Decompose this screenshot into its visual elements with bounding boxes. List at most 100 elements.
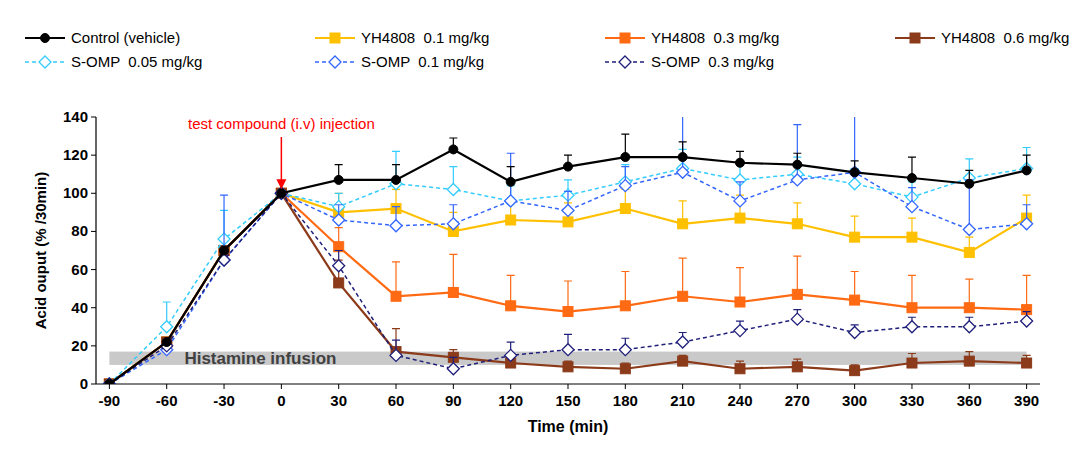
- x-tick: [568, 384, 569, 389]
- point: [906, 321, 918, 333]
- point: [620, 301, 630, 311]
- y-tick: [91, 384, 96, 385]
- point: [849, 166, 861, 178]
- point: [563, 217, 573, 227]
- error-bar: [793, 125, 801, 180]
- x-tick-label: -30: [213, 392, 235, 409]
- x-tick-label: -90: [99, 392, 121, 409]
- series-line: [109, 149, 1026, 384]
- point: [162, 337, 172, 347]
- point: [1022, 166, 1031, 175]
- point: [849, 327, 861, 339]
- series-line: [109, 193, 1026, 384]
- point: [447, 183, 459, 195]
- point: [563, 362, 573, 372]
- point: [849, 178, 861, 190]
- point: [850, 295, 860, 305]
- point: [562, 344, 574, 356]
- point: [619, 180, 631, 192]
- legend-marker: [41, 34, 50, 43]
- point: [219, 246, 229, 256]
- data-group: [103, 117, 1032, 384]
- error-bar: [220, 195, 228, 260]
- x-tick: [797, 384, 798, 389]
- series: [103, 187, 1032, 384]
- point: [162, 337, 172, 347]
- x-tick: [281, 384, 282, 389]
- legend-label: Control (vehicle): [71, 29, 180, 46]
- point: [449, 145, 458, 154]
- y-tick-label: 0: [80, 375, 88, 392]
- y-axis: [95, 117, 96, 384]
- error-bar: [793, 256, 801, 294]
- point: [162, 338, 171, 347]
- error-bar: [965, 180, 973, 230]
- series-line: [109, 193, 1026, 384]
- series: [104, 188, 1031, 384]
- x-tick-label: 0: [277, 392, 285, 409]
- point: [333, 260, 345, 272]
- point: [735, 213, 745, 223]
- legend-label: YH4808 0.3 mg/kg: [651, 29, 779, 46]
- legend-label: S-OMP 0.3 mg/kg: [651, 53, 774, 70]
- x-tick-label: 240: [727, 392, 752, 409]
- point: [276, 188, 286, 198]
- point: [965, 179, 974, 188]
- point: [390, 220, 402, 232]
- x-tick-label: 210: [670, 392, 695, 409]
- point: [850, 232, 860, 242]
- arrow-line: [281, 137, 283, 181]
- point: [1021, 315, 1033, 327]
- point: [964, 356, 974, 366]
- point: [104, 379, 114, 384]
- point: [390, 349, 402, 361]
- point: [334, 175, 343, 184]
- legend-label: S-OMP 0.1 mg/kg: [361, 53, 484, 70]
- point: [391, 291, 401, 301]
- point: [677, 336, 689, 348]
- x-tick: [911, 384, 912, 389]
- series-line: [109, 193, 1026, 384]
- point: [276, 188, 286, 198]
- y-tick-label: 60: [71, 261, 88, 278]
- x-tick: [739, 384, 740, 389]
- y-tick: [91, 231, 96, 232]
- x-tick-label: 150: [555, 392, 580, 409]
- point: [792, 362, 802, 372]
- point: [505, 195, 517, 207]
- series-line: [109, 193, 1026, 384]
- x-tick-label: 60: [388, 392, 405, 409]
- legend-marker: [620, 33, 630, 43]
- point: [105, 380, 114, 385]
- y-tick-label: 120: [63, 146, 88, 163]
- x-tick: [854, 384, 855, 389]
- x-tick: [682, 384, 683, 389]
- point: [448, 287, 458, 297]
- y-tick: [91, 345, 96, 346]
- point: [907, 358, 917, 368]
- legend-marker: [330, 33, 340, 43]
- y-tick: [91, 117, 96, 118]
- x-tick-label: 300: [842, 392, 867, 409]
- y-tick-label: 140: [63, 108, 88, 125]
- point: [276, 188, 286, 198]
- error-bar: [679, 258, 687, 296]
- arrow-head: [276, 179, 286, 189]
- series: [104, 188, 1031, 384]
- point: [906, 201, 918, 213]
- x-tick-label: 180: [613, 392, 638, 409]
- point: [506, 301, 516, 311]
- x-tick: [396, 384, 397, 389]
- point: [505, 349, 517, 361]
- point: [907, 174, 916, 183]
- y-tick-label: 100: [63, 184, 88, 201]
- legend-marker: [619, 56, 631, 68]
- legend: Control (vehicle)YH4808 0.1 mg/kgYH4808 …: [25, 29, 1069, 70]
- x-tick: [1026, 384, 1027, 389]
- point: [963, 321, 975, 333]
- chart: 020406080100120140-90-60-300306090120150…: [0, 0, 1074, 464]
- x-tick-label: 270: [785, 392, 810, 409]
- point: [1022, 358, 1032, 368]
- point: [104, 379, 114, 384]
- point: [563, 307, 573, 317]
